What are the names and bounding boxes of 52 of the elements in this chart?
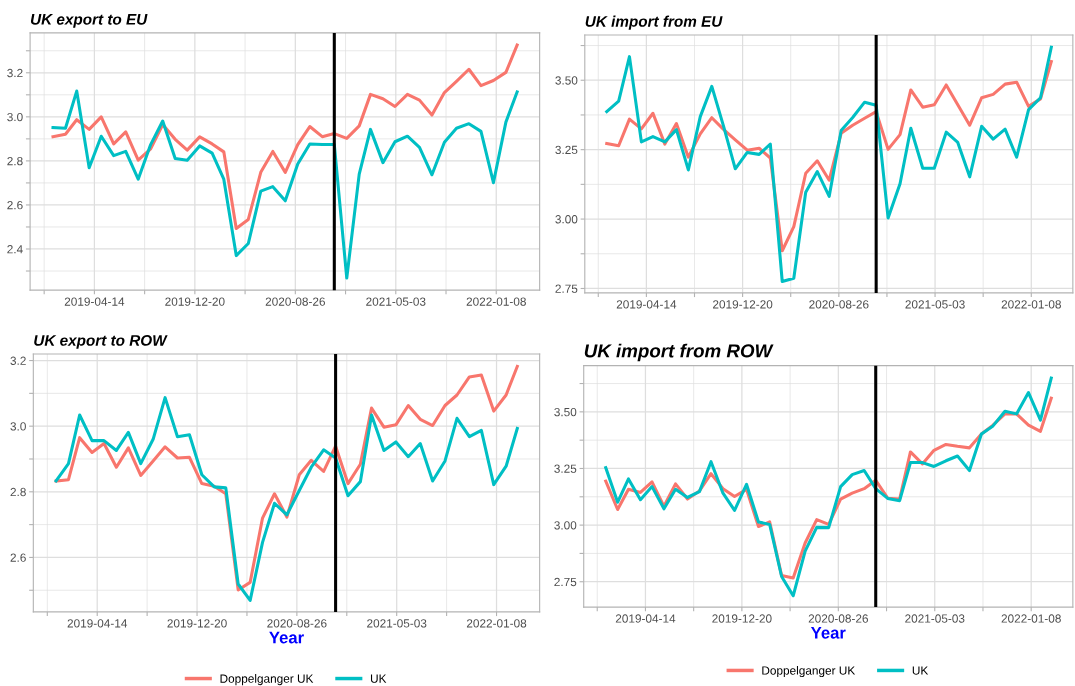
x-tick-label: 2019-04-14	[67, 619, 128, 628]
y-tick-label: 3.0	[10, 422, 26, 431]
line-series	[51, 43, 519, 231]
legend-label: Doppelganger UK	[220, 674, 314, 686]
x-tick-label: 2019-12-20	[712, 614, 772, 623]
legend-label: Doppelganger UK	[762, 666, 856, 678]
chart-title: UK import from EU	[585, 15, 723, 30]
line-series	[604, 376, 1053, 598]
x-tick-label: 2022-01-08	[1001, 300, 1061, 309]
y-tick-label: 3.00	[554, 521, 577, 530]
y-tick-label: 2.75	[554, 577, 577, 587]
x-tick-label: 2020-08-26	[265, 297, 325, 306]
line-series	[605, 45, 1053, 284]
x-tick-label: 2020-08-26	[267, 619, 327, 628]
chart-title: UK import from ROW	[584, 343, 774, 362]
chart-title: UK export to ROW	[34, 334, 168, 349]
line-series	[54, 396, 519, 602]
x-tick-label: 2022-01-08	[1001, 614, 1061, 623]
y-tick-label: 3.0	[7, 112, 23, 122]
legend-label: UK	[912, 666, 929, 675]
x-axis-title: Year	[269, 631, 304, 644]
y-tick-label: 2.4	[7, 245, 23, 254]
x-axis-title: Year	[810, 627, 846, 639]
y-tick-label: 2.75	[555, 284, 578, 293]
x-tick-label: 2021-05-03	[367, 619, 427, 628]
chart-title: UK export to EU	[30, 14, 148, 28]
x-tick-label: 2021-05-03	[366, 297, 426, 306]
legend-label: UK	[370, 674, 387, 683]
x-tick-label: 2019-12-20	[713, 300, 773, 309]
x-tick-label: 2019-04-14	[616, 300, 677, 309]
y-tick-label: 3.2	[7, 68, 23, 78]
y-tick-label: 3.2	[10, 356, 26, 365]
x-tick-label: 2020-08-26	[808, 614, 868, 623]
y-tick-label: 3.50	[554, 407, 577, 417]
y-tick-label: 2.6	[10, 553, 26, 562]
x-tick-label: 2020-08-26	[809, 300, 869, 309]
x-tick-label: 2019-04-14	[64, 297, 125, 306]
x-tick-label: 2021-05-03	[905, 300, 965, 309]
line-series	[51, 89, 519, 280]
x-tick-label: 2019-12-20	[167, 619, 227, 628]
x-tick-label: 2019-12-20	[165, 297, 225, 306]
x-tick-label: 2019-04-14	[615, 614, 676, 623]
x-tick-label: 2021-05-03	[905, 614, 965, 623]
y-tick-label: 3.25	[555, 145, 578, 155]
x-tick-label: 2022-01-08	[466, 619, 527, 628]
y-tick-label: 3.00	[555, 215, 578, 224]
y-tick-label: 2.6	[7, 200, 23, 210]
y-tick-label: 2.8	[7, 156, 23, 166]
y-tick-label: 2.8	[10, 487, 26, 497]
x-tick-label: 2022-01-08	[466, 297, 526, 306]
y-tick-label: 3.25	[554, 464, 577, 473]
y-tick-label: 3.50	[555, 76, 578, 85]
